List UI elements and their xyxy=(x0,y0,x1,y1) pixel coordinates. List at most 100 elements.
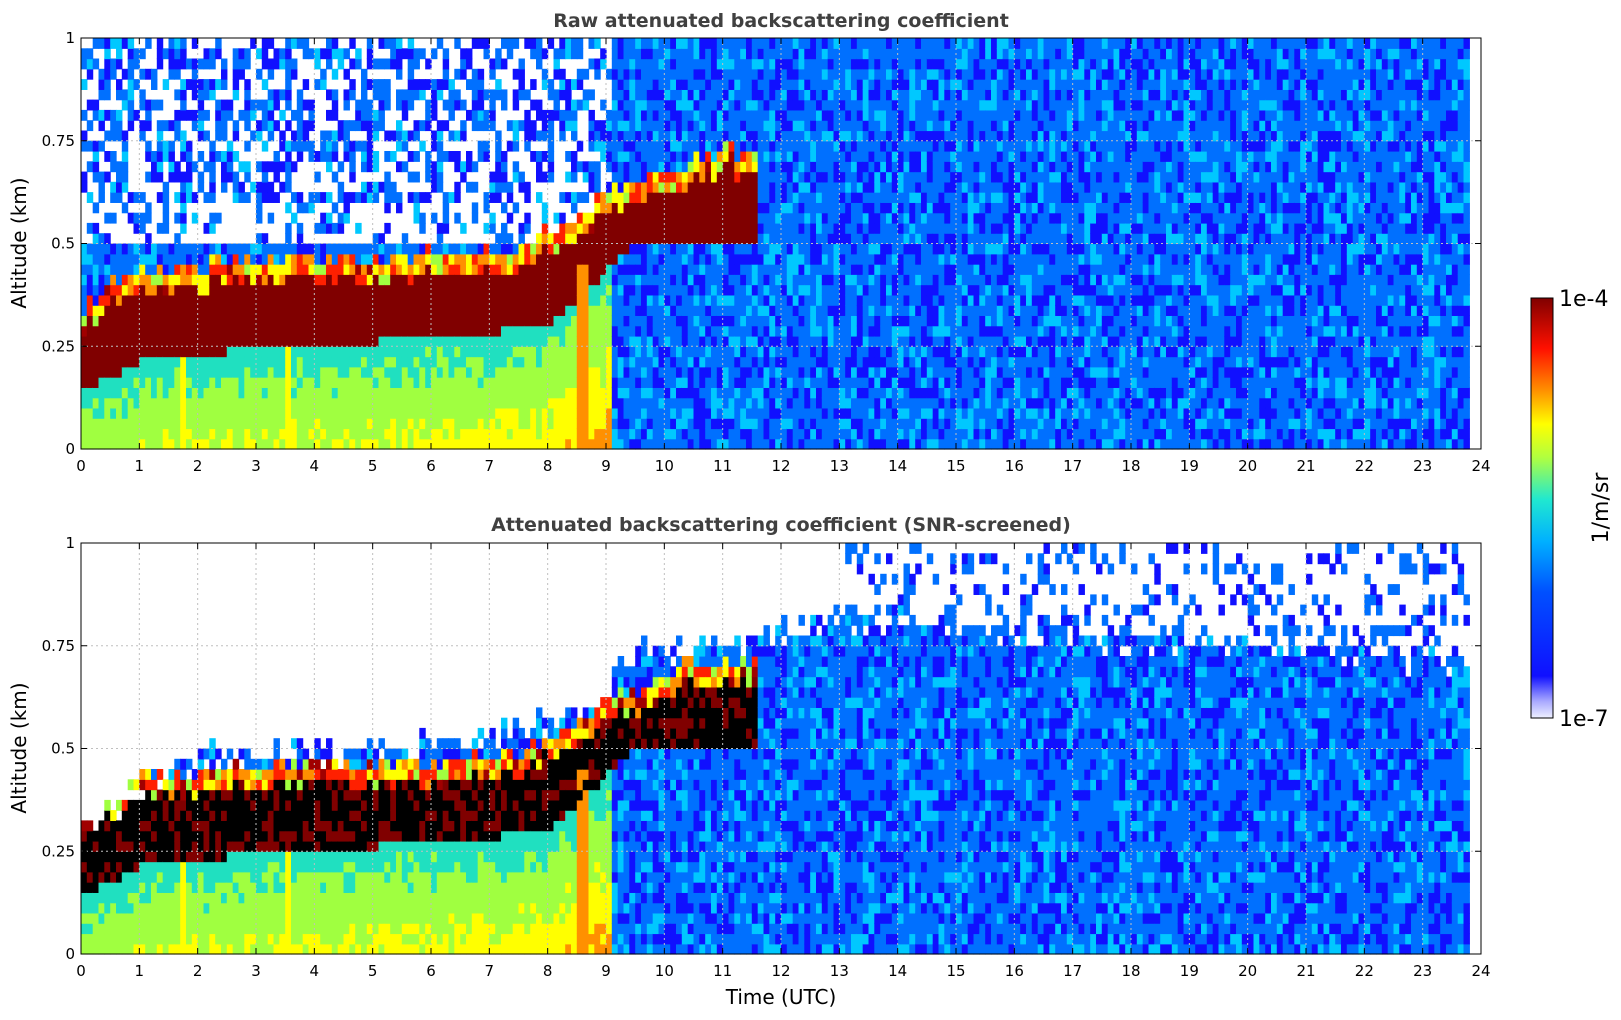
heatmap-cell xyxy=(471,325,479,337)
heatmap-cell xyxy=(705,38,712,49)
heatmap-cell xyxy=(215,418,222,430)
heatmap-cell xyxy=(804,294,811,306)
heatmap-cell xyxy=(86,222,94,234)
heatmap-cell xyxy=(798,233,805,245)
heatmap-cell xyxy=(851,253,858,265)
heatmap-cell xyxy=(687,161,695,173)
heatmap-cell xyxy=(86,284,94,296)
heatmap-cell xyxy=(191,192,199,203)
heatmap-cell xyxy=(261,58,269,70)
heatmap-cell xyxy=(209,48,216,60)
heatmap-cell xyxy=(186,418,193,430)
heatmap-cell xyxy=(541,151,549,162)
heatmap-cell xyxy=(506,212,514,224)
heatmap-cell xyxy=(681,418,689,430)
heatmap-cell xyxy=(401,305,409,316)
heatmap-cell xyxy=(740,120,747,132)
heatmap-cell xyxy=(641,161,648,173)
heatmap-cell xyxy=(565,151,572,162)
heatmap-cell xyxy=(617,68,625,80)
heatmap-cell xyxy=(623,418,630,430)
heatmap-cell xyxy=(168,171,175,183)
heatmap-cell xyxy=(821,387,829,399)
heatmap-cell xyxy=(273,387,280,399)
heatmap-cell xyxy=(384,58,391,70)
heatmap-cell xyxy=(711,140,718,152)
heatmap-cell xyxy=(664,294,671,306)
heatmap-cell xyxy=(868,140,875,152)
heatmap-cell xyxy=(909,233,916,245)
heatmap-cell xyxy=(151,99,158,111)
heatmap-cell xyxy=(401,89,409,101)
heatmap-cell xyxy=(903,397,910,409)
heatmap-cell xyxy=(845,109,852,121)
heatmap-cell xyxy=(746,315,753,327)
heatmap-cell xyxy=(256,243,263,255)
heatmap-cell xyxy=(775,161,782,173)
heatmap-cell xyxy=(180,99,187,111)
heatmap-cell xyxy=(92,151,100,162)
heatmap-cell xyxy=(652,428,660,440)
heatmap-cell xyxy=(711,366,718,378)
heatmap-cell xyxy=(792,109,800,121)
heatmap-cell xyxy=(856,120,864,132)
heatmap-cell xyxy=(734,397,741,409)
heatmap-cell xyxy=(530,284,537,296)
heatmap-cell xyxy=(413,294,420,306)
heatmap-cell xyxy=(180,346,187,358)
heatmap-cell xyxy=(273,274,280,286)
heatmap-cell xyxy=(711,397,718,409)
heatmap-cell xyxy=(868,161,875,173)
heatmap-cell xyxy=(98,109,105,121)
heatmap-cell xyxy=(378,79,385,90)
heatmap-cell xyxy=(431,346,438,358)
heatmap-cell xyxy=(728,377,735,388)
heatmap-cell xyxy=(763,181,770,193)
heatmap-cell xyxy=(676,99,683,111)
heatmap-cell xyxy=(827,356,835,368)
heatmap-cell xyxy=(355,264,362,275)
heatmap-cell xyxy=(711,253,718,265)
heatmap-cell xyxy=(209,387,216,399)
heatmap-cell xyxy=(827,387,835,399)
heatmap-cell xyxy=(121,99,129,111)
heatmap-cell xyxy=(746,161,753,173)
heatmap-cell xyxy=(121,418,129,430)
heatmap-cell xyxy=(110,336,117,347)
heatmap-cell xyxy=(816,161,823,173)
heatmap-cell xyxy=(821,212,829,224)
heatmap-cell xyxy=(232,428,240,440)
heatmap-cell xyxy=(676,161,683,173)
heatmap-cell xyxy=(203,284,210,296)
heatmap-cell xyxy=(186,428,193,440)
heatmap-cell xyxy=(524,264,531,275)
heatmap-cell xyxy=(716,161,724,173)
heatmap-cell xyxy=(798,366,805,378)
heatmap-cell xyxy=(798,305,805,316)
heatmap-cell xyxy=(92,294,100,306)
heatmap-cell xyxy=(874,202,881,214)
heatmap-cell xyxy=(331,315,339,327)
heatmap-cell xyxy=(897,274,905,286)
heatmap-cell xyxy=(92,438,100,450)
heatmap-cell xyxy=(436,161,444,173)
heatmap-cell xyxy=(261,397,269,409)
heatmap-cell xyxy=(705,130,712,142)
heatmap-cell xyxy=(343,438,350,450)
heatmap-cell xyxy=(816,315,823,327)
heatmap-cell xyxy=(804,48,811,60)
heatmap-cell xyxy=(676,68,683,80)
heatmap-cell xyxy=(273,89,280,101)
heatmap-cell xyxy=(681,243,689,255)
heatmap-cell xyxy=(180,202,187,214)
heatmap-cell xyxy=(203,366,210,378)
heatmap-cell xyxy=(512,140,520,152)
heatmap-cell xyxy=(711,284,718,296)
heatmap-cell xyxy=(355,99,362,111)
heatmap-cell xyxy=(734,161,741,173)
heatmap-cell xyxy=(804,305,811,316)
heatmap-cell xyxy=(244,325,251,337)
heatmap-cell xyxy=(559,222,566,234)
heatmap-cell xyxy=(162,387,170,399)
heatmap-cell xyxy=(705,397,712,409)
